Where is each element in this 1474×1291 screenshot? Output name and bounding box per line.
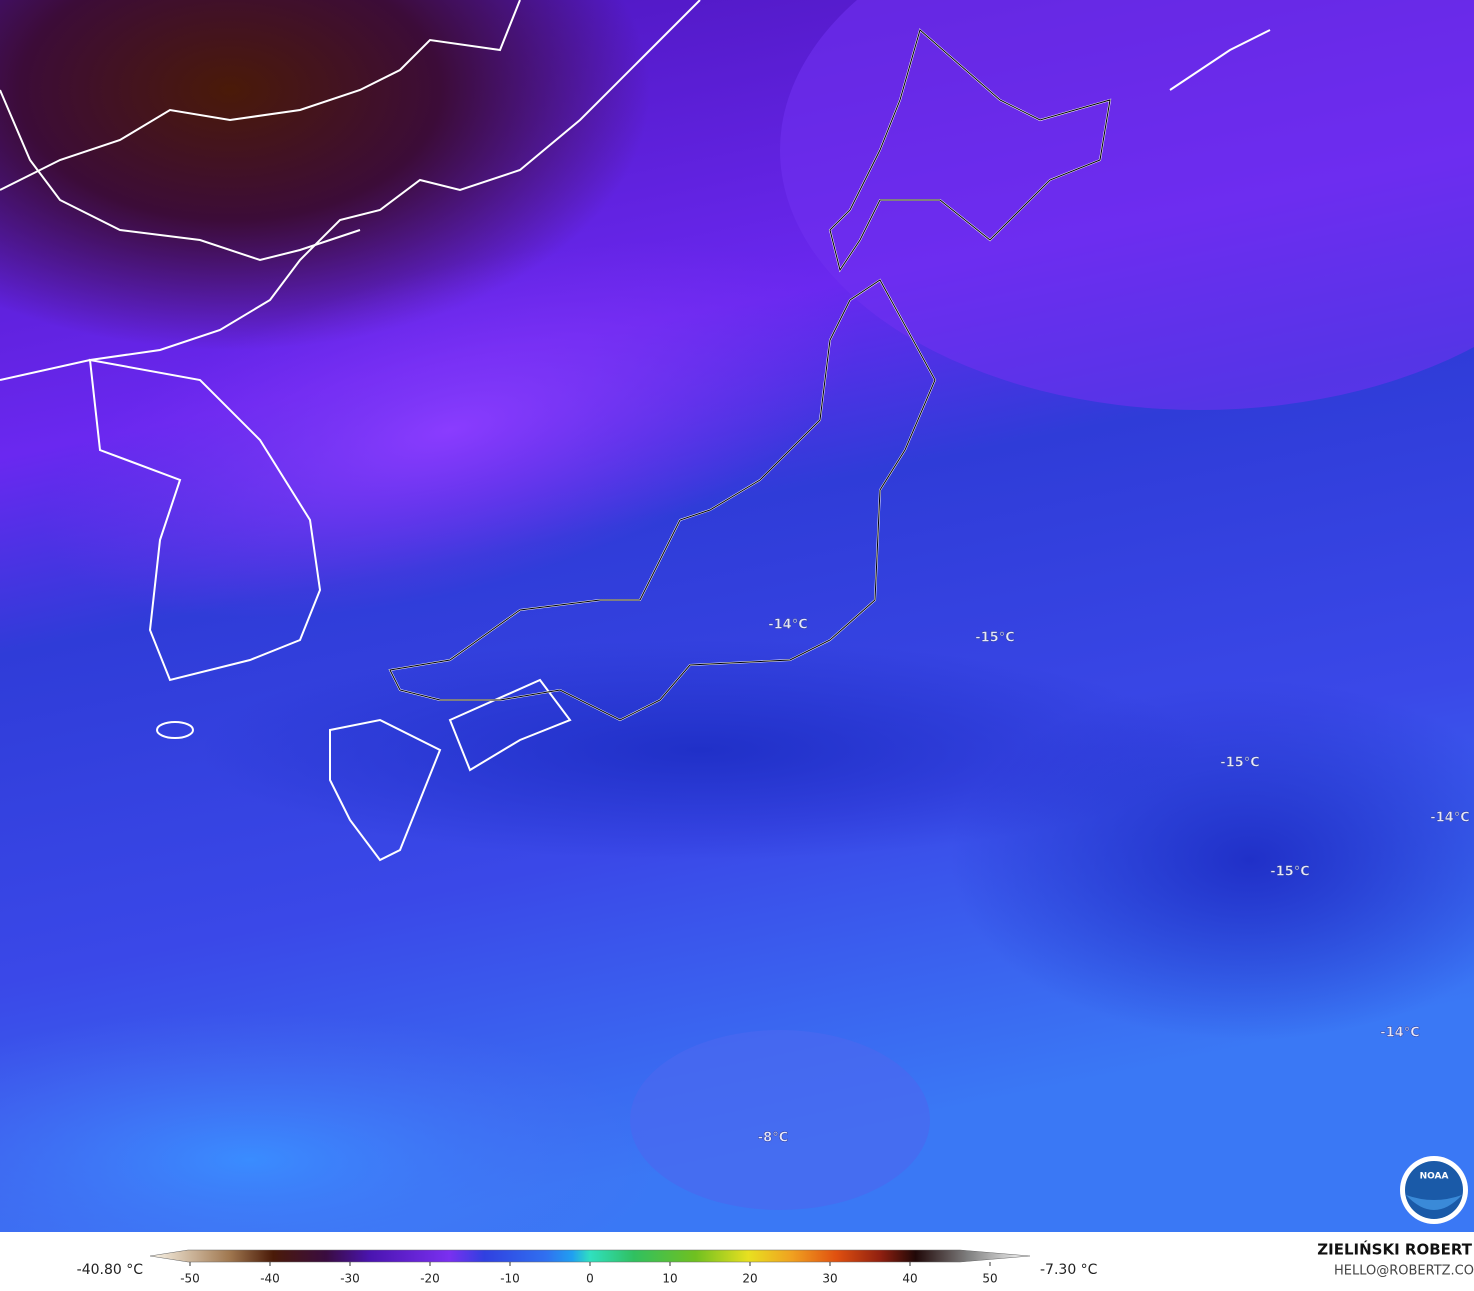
temp-label: -14°C	[1430, 811, 1470, 826]
tick-label: 20	[742, 1272, 757, 1286]
temp-label: -15°C	[975, 631, 1015, 646]
credit-contact: HELLO@ROBERTZ.CO	[1334, 1264, 1474, 1279]
temp-label: -14°C	[768, 618, 808, 633]
tick-label: -30	[340, 1272, 360, 1286]
coast-outline	[389, 29, 1111, 721]
tick-label: -50	[180, 1272, 200, 1286]
min-label: -40.80 °C	[77, 1262, 144, 1278]
temp-label: -8°C	[758, 1131, 788, 1146]
max-label: -7.30 °C	[1040, 1262, 1098, 1278]
noaa-logo: NOAA	[1400, 1156, 1468, 1224]
logo-text: NOAA	[1420, 1172, 1449, 1182]
temperature-labels: -14°C -15°C -15°C -14°C -15°C -14°C -8°C	[758, 617, 1471, 1146]
tick-label: -20	[420, 1272, 440, 1286]
tick-label: -40	[260, 1272, 280, 1286]
temp-label: -15°C	[1220, 756, 1260, 771]
tick-label: 0	[586, 1272, 594, 1286]
credit-name: ZIELIŃSKI ROBERT	[1317, 1240, 1472, 1259]
tick-label: 10	[662, 1272, 677, 1286]
tick-label: 30	[822, 1272, 837, 1286]
temp-label: -15°C	[1270, 865, 1310, 880]
colorbar-ticks: -50 -40 -30 -20 -10 0 10 20 30 40 50	[180, 1262, 998, 1286]
tick-label: 40	[902, 1272, 917, 1286]
tick-label: -10	[500, 1272, 520, 1286]
tick-label: 50	[982, 1272, 997, 1286]
colorbar	[149, 1249, 1031, 1263]
temp-label: -14°C	[1380, 1026, 1420, 1041]
